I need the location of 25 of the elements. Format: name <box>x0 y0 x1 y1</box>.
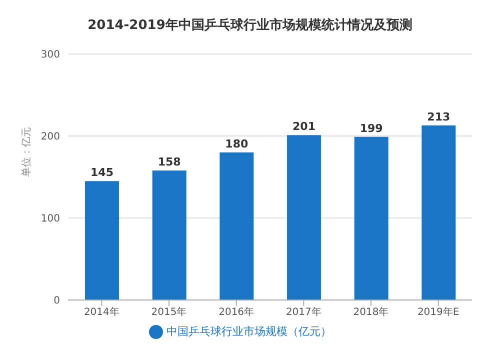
x-tick-label: 2016年 <box>218 306 254 318</box>
y-axis-title: 单位：亿元 <box>20 127 33 177</box>
data-label: 199 <box>360 122 383 135</box>
bar <box>354 136 388 300</box>
x-tick-label: 2019年E <box>417 306 460 318</box>
data-label: 180 <box>225 137 248 150</box>
data-label: 201 <box>292 120 316 134</box>
x-tick-label: 2017年 <box>286 306 322 318</box>
x-tick-label: 2018年 <box>353 306 389 318</box>
y-tick-label: 300 <box>40 50 60 61</box>
x-tick-label: 2014年 <box>84 306 120 318</box>
bar <box>287 135 321 300</box>
bar <box>152 170 186 300</box>
chart-title: 2014-2019年中国乒乓球行业市场规模统计情况及预测 <box>86 16 414 34</box>
y-tick-label: 100 <box>40 214 60 225</box>
x-tick-label: 2015年 <box>151 306 187 318</box>
data-label: 145 <box>90 166 114 180</box>
legend-label: 中国乒乓球行业市场规模（亿元） <box>166 325 332 338</box>
bar <box>422 125 456 300</box>
data-label: 158 <box>158 155 181 168</box>
y-tick-label: 0 <box>54 296 60 307</box>
y-tick-label: 200 <box>40 132 60 143</box>
data-label: 213 <box>427 110 450 124</box>
bar <box>220 152 254 300</box>
bar <box>85 181 119 300</box>
